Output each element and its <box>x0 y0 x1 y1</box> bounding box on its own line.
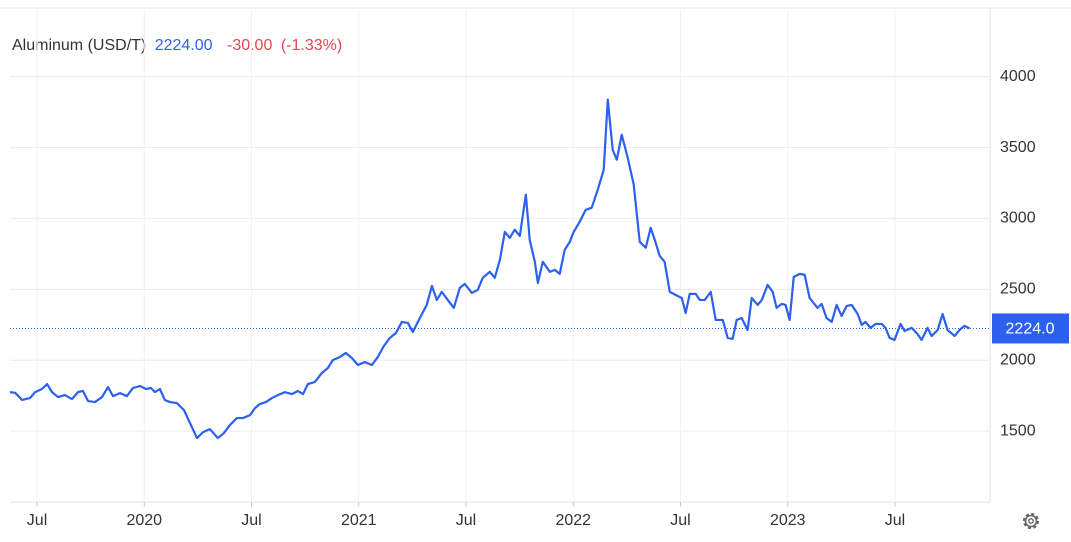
price: 2224.00 <box>155 37 213 54</box>
y-tick-label: 2000 <box>1000 351 1036 368</box>
x-tick-label: Jul <box>670 512 690 529</box>
x-tick-label: Jul <box>27 512 47 529</box>
y-tick-label: 3500 <box>1000 139 1036 156</box>
last-price-tag <box>992 313 1069 344</box>
price-line <box>9 98 971 440</box>
y-tick-label: 4000 <box>1000 68 1036 85</box>
y-tick-label: 2500 <box>1000 281 1036 298</box>
x-tick-label: Jul <box>456 512 476 529</box>
chart-header: Aluminum (USD/T) 2224.00 -30.00 (-1.33%) <box>12 37 342 54</box>
change-percent: (-1.33%) <box>281 37 342 54</box>
x-tick-label: Jul <box>241 512 261 529</box>
x-tick-label: 2023 <box>770 512 806 529</box>
grid <box>10 10 990 502</box>
x-tick-label: 2020 <box>126 512 162 529</box>
settings-icon[interactable] <box>1022 512 1040 530</box>
y-tick-label: 3000 <box>1000 210 1036 227</box>
x-tick-label: 2021 <box>341 512 377 529</box>
chart-title: Aluminum (USD/T) <box>12 37 146 54</box>
x-tick-label: 2022 <box>555 512 591 529</box>
change: -30.00 <box>227 37 272 54</box>
x-tick-label: Jul <box>885 512 905 529</box>
last-price-label: 2224.0 <box>1006 321 1055 338</box>
y-tick-label: 1500 <box>1000 422 1036 439</box>
